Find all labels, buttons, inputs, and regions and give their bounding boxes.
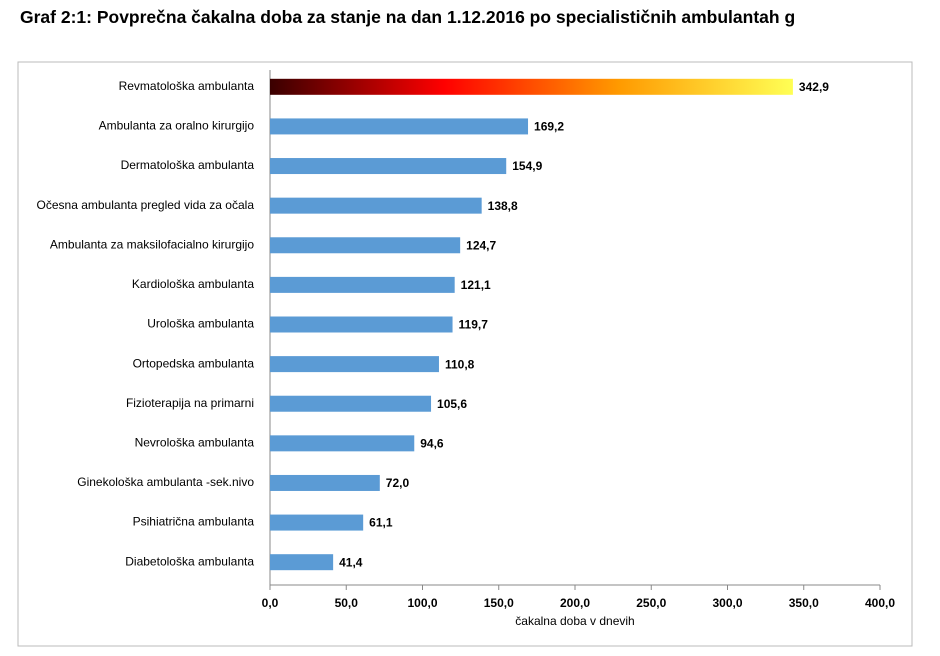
- bar: [270, 514, 364, 531]
- y-tick-label: Ginekološka ambulanta -sek.nivo: [77, 475, 254, 489]
- value-label: 169,2: [534, 120, 564, 134]
- value-label: 41,4: [339, 555, 363, 569]
- chart-frame: [17, 61, 913, 647]
- bar: [270, 316, 453, 333]
- y-tick-label: Kardiološka ambulanta: [132, 277, 254, 291]
- x-tick-label: 100,0: [407, 596, 437, 610]
- x-tick-label: 150,0: [484, 596, 514, 610]
- bar: [270, 237, 461, 254]
- bar: [270, 276, 455, 293]
- value-label: 119,7: [459, 318, 489, 332]
- value-label: 124,7: [466, 238, 496, 252]
- x-tick-label: 350,0: [789, 596, 819, 610]
- value-label: 138,8: [488, 199, 518, 213]
- value-label: 121,1: [461, 278, 491, 292]
- value-label: 94,6: [420, 437, 444, 451]
- y-tick-label: Ambulanta za maksilofacialno kirurgijo: [50, 237, 254, 251]
- x-tick-label: 50,0: [335, 596, 359, 610]
- bar: [270, 435, 415, 452]
- y-tick-label: Nevrološka ambulanta: [135, 436, 255, 450]
- value-label: 342,9: [799, 80, 829, 94]
- y-tick-label: Psihiatrična ambulanta: [133, 515, 255, 529]
- x-tick-label: 0,0: [262, 596, 279, 610]
- value-label: 105,6: [437, 397, 467, 411]
- y-tick-label: Urološka ambulanta: [147, 317, 254, 331]
- value-label: 72,0: [386, 476, 410, 490]
- bar: [270, 395, 432, 412]
- bar: [270, 474, 380, 491]
- chart-title: Graf 2:1: Povprečna čakalna doba za stan…: [20, 7, 796, 27]
- x-tick-label: 200,0: [560, 596, 590, 610]
- y-tick-label: Očesna ambulanta pregled vida za očala: [37, 198, 255, 212]
- y-tick-label: Fizioterapija na primarni: [126, 396, 254, 410]
- value-label: 61,1: [369, 516, 393, 530]
- bar: [270, 158, 507, 175]
- y-tick-label: Ortopedska ambulanta: [133, 356, 255, 370]
- bar: [270, 197, 482, 214]
- x-tick-label: 400,0: [865, 596, 895, 610]
- value-label: 110,8: [445, 357, 475, 371]
- x-axis-label: čakalna doba v dnevih: [515, 614, 634, 628]
- y-tick-label: Dermatološka ambulanta: [121, 158, 255, 172]
- bar: [270, 78, 793, 95]
- y-tick-label: Ambulanta za oralno kirurgijo: [99, 119, 255, 133]
- y-tick-label: Diabetološka ambulanta: [125, 554, 254, 568]
- y-tick-label: Revmatološka ambulanta: [119, 79, 255, 93]
- bar: [270, 554, 334, 571]
- x-tick-label: 300,0: [712, 596, 742, 610]
- x-tick-label: 250,0: [636, 596, 666, 610]
- bar: [270, 118, 529, 135]
- value-label: 154,9: [512, 159, 542, 173]
- bar: [270, 356, 439, 373]
